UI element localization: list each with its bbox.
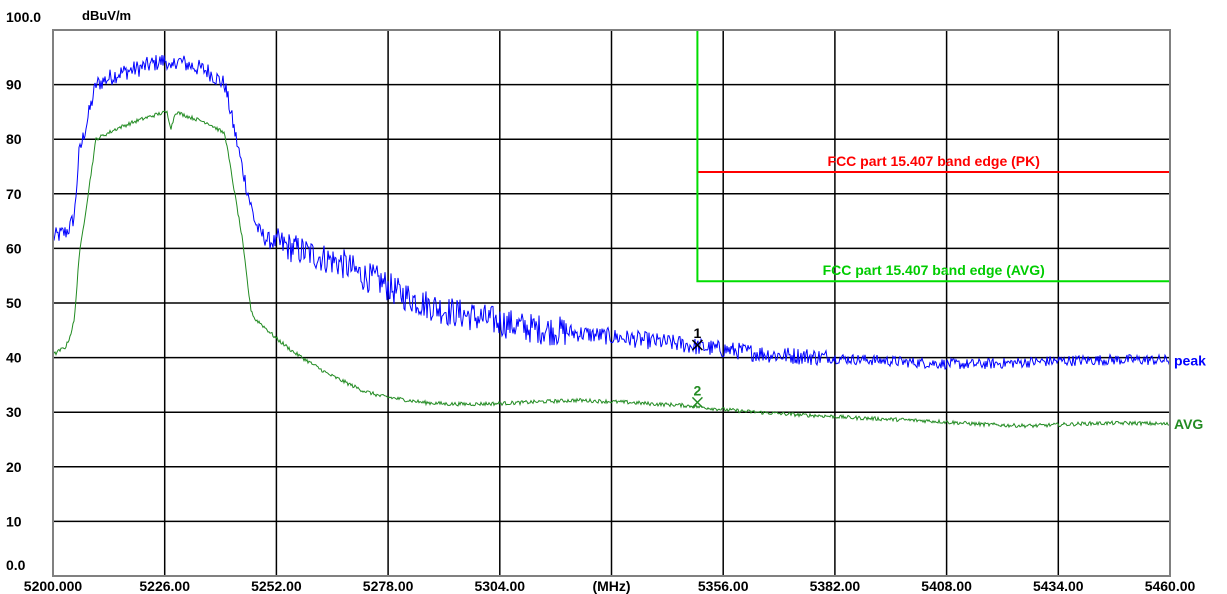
x-tick-label: 5200.000 [24, 578, 83, 594]
x-tick-label: 5382.00 [810, 578, 861, 594]
y-tick-label: 100.0 [6, 9, 41, 25]
x-axis-ticks: 5200.000 5226.00 5252.00 5278.00 5304.00 (MHz… [24, 578, 1196, 594]
x-tick-label: 5304.00 [474, 578, 525, 594]
x-tick-label: 5226.00 [139, 578, 190, 594]
y-tick-label: 40 [6, 350, 22, 366]
x-tick-label: 5460.00 [1145, 578, 1196, 594]
y-tick-label: 0.0 [6, 557, 26, 573]
x-tick-label: (MHz) [592, 578, 630, 594]
x-tick-label: 5278.00 [363, 578, 414, 594]
series-label-peak: peak [1174, 352, 1206, 368]
y-tick-label: 60 [6, 240, 22, 256]
marker-2-cross [691, 396, 703, 408]
x-tick-label: 5408.00 [921, 578, 972, 594]
marker-1-label: 1 [694, 325, 702, 341]
x-tick-label: 5356.00 [698, 578, 749, 594]
y-tick-label: 90 [6, 77, 22, 93]
y-tick-label: 50 [6, 295, 22, 311]
limit-label-avg: FCC part 15.407 band edge (AVG) [823, 262, 1045, 278]
y-tick-label: 80 [6, 131, 22, 147]
series-line-peak [52, 54, 1171, 370]
marker-2-label: 2 [694, 382, 702, 398]
trace-labels: peak AVG [1174, 352, 1206, 432]
series-line-avg [52, 110, 1171, 429]
marker-1-cross [691, 339, 703, 351]
x-tick-label: 5252.00 [251, 578, 302, 594]
limit-label-pk: FCC part 15.407 band edge (PK) [828, 153, 1040, 169]
y-axis-unit: dBuV/m [82, 8, 131, 23]
x-tick-label: 5434.00 [1033, 578, 1084, 594]
y-tick-label: 70 [6, 186, 22, 202]
y-tick-label: 30 [6, 404, 22, 420]
series-label-avg: AVG [1174, 416, 1203, 432]
markers: 12 [691, 325, 703, 408]
y-tick-label: 10 [6, 513, 22, 529]
y-tick-label: 20 [6, 459, 22, 475]
traces [52, 54, 1171, 429]
plot-frame [52, 29, 1171, 577]
